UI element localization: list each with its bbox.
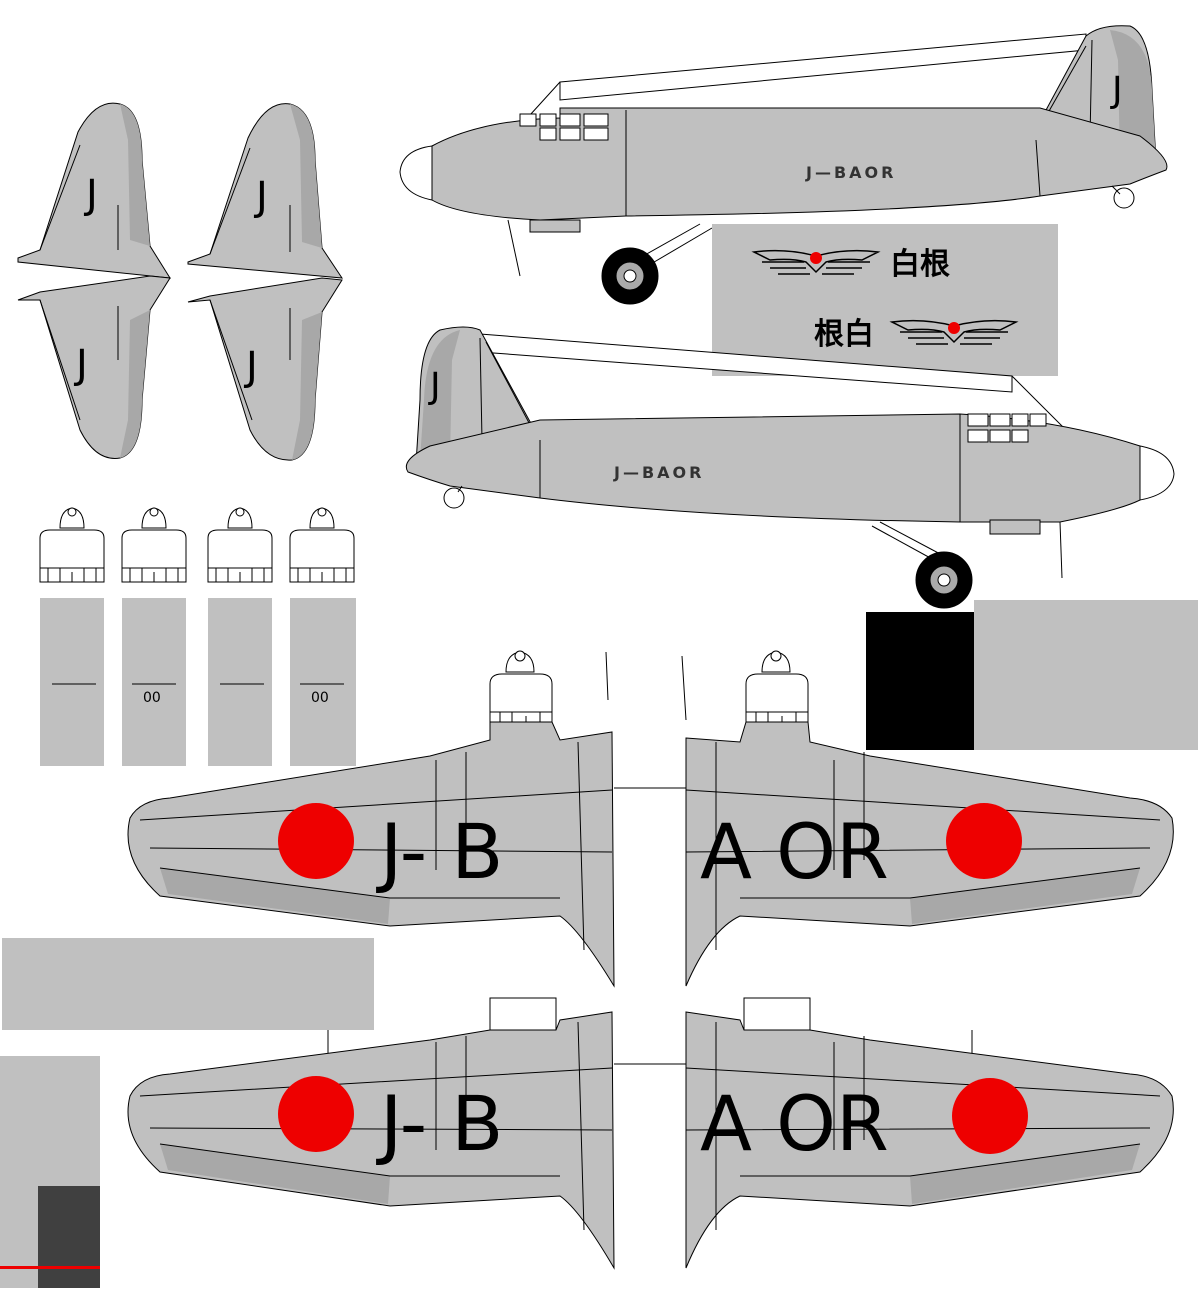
rudder-set-right: J J [187, 103, 343, 461]
swatch-grey-wide [974, 600, 1198, 750]
fuselage-registration-right: J—BAOR [613, 463, 704, 482]
landing-gear-right [443, 485, 1063, 609]
nacelle-mark-2: 00 [143, 690, 161, 706]
wing-registration-upper-right: A OR [700, 807, 889, 896]
rudder-letter-upper-left: J [83, 172, 98, 218]
cockpit-windows-left [519, 113, 609, 141]
wing-upper-left: J- B [127, 650, 615, 988]
swatch-black [866, 612, 974, 750]
hinomaru-upper-right [946, 803, 1022, 879]
rudder-set-left: J J [17, 102, 171, 459]
insignia-label-left: 根白 [814, 317, 874, 352]
insignia-panel: 白根 根白 [712, 224, 1058, 376]
cockpit-windows-right [967, 413, 1047, 443]
fin-letter-left: J [1110, 70, 1123, 111]
wing-registration-lower-left: J- B [376, 1079, 503, 1168]
hinomaru-lower-right [952, 1078, 1028, 1154]
wing-registration-upper-left: J- B [376, 807, 503, 896]
fuselage-registration-left: J—BAOR [805, 163, 896, 182]
fin-letter-right: J [428, 366, 441, 407]
rudder-letter-lower-left: J [73, 342, 88, 388]
hinomaru-lower-left [278, 1076, 354, 1152]
fuselage-side-left: J J—BAOR [399, 25, 1168, 305]
fuselage-body-right [405, 413, 1141, 523]
nacelle-strip-1 [39, 507, 105, 766]
nacelle-strips: 00 00 [39, 507, 356, 766]
insignia-label-right: 白根 [890, 247, 950, 282]
rudder-letter-upper-right: J [253, 174, 268, 220]
wing-insignia-icon [751, 249, 881, 275]
hinomaru-upper-left [278, 803, 354, 879]
wing-upper-right: A OR [614, 650, 1174, 987]
wing-insignia-icon [889, 319, 1019, 345]
rudder-lower-right [187, 277, 343, 461]
nose-cone-left [399, 145, 433, 201]
nacelle-strip-3 [207, 507, 273, 766]
wing-lower-left: J- B [127, 997, 615, 1270]
wing-registration-lower-right: A OR [700, 1079, 889, 1168]
fuselage-side-right: J J—BAOR [405, 326, 1175, 609]
rudder-letter-lower-right: J [243, 344, 258, 390]
nacelle-strip-4: 00 [289, 507, 356, 766]
nacelle-strip-2: 00 [121, 507, 187, 766]
landing-gear-left [507, 185, 1135, 305]
wing-lower-right: A OR [614, 997, 1174, 1269]
nacelle-mark-4: 00 [311, 690, 329, 706]
swatch-column [0, 1056, 100, 1288]
swatch-grey-panel [2, 938, 374, 1030]
nose-cone-right [1139, 445, 1175, 501]
